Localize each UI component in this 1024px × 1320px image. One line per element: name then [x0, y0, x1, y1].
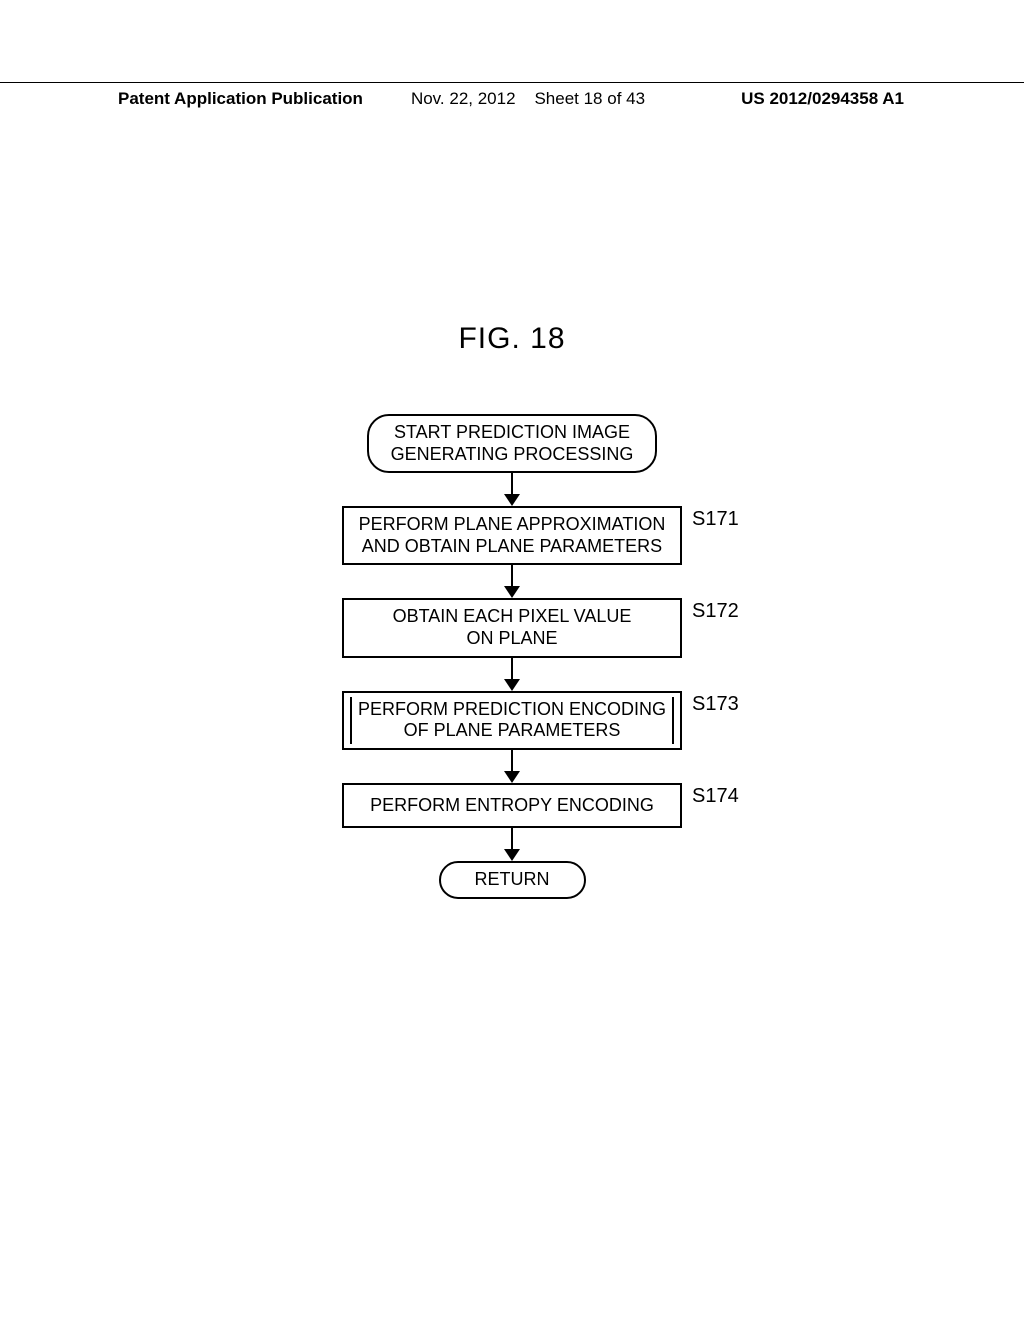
arrow: [504, 658, 520, 691]
flow-step: PERFORM PLANE APPROXIMATIONAND OBTAIN PL…: [342, 506, 682, 565]
flow-end-text: RETURN: [475, 869, 550, 889]
flow-step: PERFORM ENTROPY ENCODING S174: [342, 783, 682, 829]
flow-step-box-subroutine: PERFORM PREDICTION ENCODINGOF PLANE PARA…: [342, 691, 682, 750]
flow-step-id: S174: [692, 785, 739, 808]
flow-step-text: PERFORM ENTROPY ENCODING: [370, 795, 654, 815]
page-header: Patent Application Publication Nov. 22, …: [0, 82, 1024, 109]
flow-step-text: PERFORM PLANE APPROXIMATIONAND OBTAIN PL…: [359, 514, 666, 556]
flow-step-text: PERFORM PREDICTION ENCODINGOF PLANE PARA…: [358, 699, 666, 741]
flow-step: PERFORM PREDICTION ENCODINGOF PLANE PARA…: [342, 691, 682, 750]
header-sheet: Sheet 18 of 43: [534, 89, 645, 108]
header-date: Nov. 22, 2012: [411, 89, 516, 108]
arrow-shaft: [511, 828, 514, 850]
flow-step: OBTAIN EACH PIXEL VALUEON PLANE S172: [342, 598, 682, 657]
arrow: [504, 565, 520, 598]
arrow: [504, 750, 520, 783]
figure-title: FIG. 18: [0, 322, 1024, 356]
arrow-head: [504, 849, 520, 861]
header-meta: Nov. 22, 2012 Sheet 18 of 43: [363, 89, 741, 109]
arrow: [504, 828, 520, 861]
flow-start: START PREDICTION IMAGEGENERATING PROCESS…: [367, 414, 658, 473]
arrow-shaft: [511, 750, 514, 772]
page: Patent Application Publication Nov. 22, …: [0, 0, 1024, 1320]
flow-column: START PREDICTION IMAGEGENERATING PROCESS…: [0, 414, 1024, 899]
arrow-head: [504, 494, 520, 506]
arrow-shaft: [511, 473, 514, 495]
arrow-head: [504, 586, 520, 598]
flow-start-text: START PREDICTION IMAGEGENERATING PROCESS…: [391, 422, 634, 464]
flow-step-text: OBTAIN EACH PIXEL VALUEON PLANE: [393, 606, 632, 648]
flow-end: RETURN: [439, 861, 586, 899]
flow-step-box: PERFORM ENTROPY ENCODING: [342, 783, 682, 829]
flow-step-box: PERFORM PLANE APPROXIMATIONAND OBTAIN PL…: [342, 506, 682, 565]
flowchart: START PREDICTION IMAGEGENERATING PROCESS…: [0, 414, 1024, 899]
arrow-head: [504, 679, 520, 691]
header-publication-type: Patent Application Publication: [0, 89, 363, 109]
flow-step-id: S173: [692, 693, 739, 716]
arrow-shaft: [511, 658, 514, 680]
arrow: [504, 473, 520, 506]
flow-step-box: OBTAIN EACH PIXEL VALUEON PLANE: [342, 598, 682, 657]
header-row: Patent Application Publication Nov. 22, …: [0, 89, 1024, 109]
arrow-shaft: [511, 565, 514, 587]
arrow-head: [504, 771, 520, 783]
flow-step-id: S171: [692, 508, 739, 531]
header-pubno: US 2012/0294358 A1: [741, 89, 1024, 109]
flow-step-id: S172: [692, 600, 739, 623]
